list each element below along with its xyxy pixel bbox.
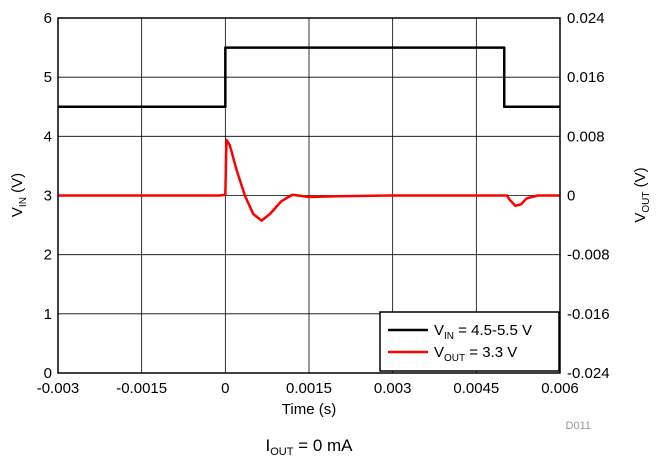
series-line-vout	[58, 138, 560, 222]
y-right-label-sub: OUT	[641, 192, 652, 213]
figure-code: D011	[566, 420, 591, 432]
y-left-tick-label: 0	[44, 365, 52, 382]
y-left-tick-label: 3	[44, 188, 52, 205]
plot-frame	[57, 17, 561, 374]
series-line-vin	[58, 46, 560, 108]
legend: VIN = 4.5-5.5 V VOUT = 3.3 V	[379, 311, 560, 372]
y-right-tick-label: -0.024	[567, 365, 610, 382]
y-right-label: VOUT (V)	[632, 167, 652, 222]
y-right-tick-label: 0.016	[567, 69, 605, 86]
x-tick-label: 0.0015	[286, 380, 332, 397]
x-axis-label: Time (s)	[282, 401, 336, 418]
x-tick-label: 0.006	[541, 380, 579, 397]
y-left-label-sub: IN	[18, 197, 29, 207]
x-tick-label: 0.003	[374, 380, 412, 397]
legend-entry-vout: VOUT = 3.3 V	[434, 344, 517, 364]
series-group	[58, 46, 560, 222]
legend-entry-vin: VIN = 4.5-5.5 V	[434, 322, 532, 342]
legend-box	[379, 311, 560, 372]
y-right-label-unit: (V)	[632, 167, 649, 191]
y-right-tick-label: 0.024	[567, 10, 605, 27]
tick-labels: -0.003 -0.0015 0 0.0015 0.003 0.0045 0.006 0 1 2 3…	[37, 10, 610, 397]
caption: IOUT = 0 mA	[265, 436, 353, 458]
y-left-tick-label: 2	[44, 247, 52, 264]
y-left-tick-label: 1	[44, 306, 52, 323]
y-left-tick-label: 4	[44, 128, 52, 145]
x-tick-label: 0.0045	[453, 380, 499, 397]
y-right-tick-label: -0.008	[567, 247, 610, 264]
x-tick-label: 0	[221, 380, 229, 397]
y-left-tick-label: 6	[44, 10, 52, 27]
x-tick-label: -0.0015	[116, 380, 167, 397]
y-left-label-main: V	[9, 207, 26, 217]
y-left-label-unit: (V)	[9, 173, 26, 197]
y-left-label: VIN (V)	[9, 173, 29, 217]
y-right-tick-label: 0	[567, 188, 575, 205]
y-left-tick-label: 5	[44, 69, 52, 86]
y-right-label-main: V	[632, 213, 649, 223]
y-right-tick-label: 0.008	[567, 128, 605, 145]
x-tick-label: -0.003	[37, 380, 80, 397]
y-right-tick-label: -0.016	[567, 306, 610, 323]
